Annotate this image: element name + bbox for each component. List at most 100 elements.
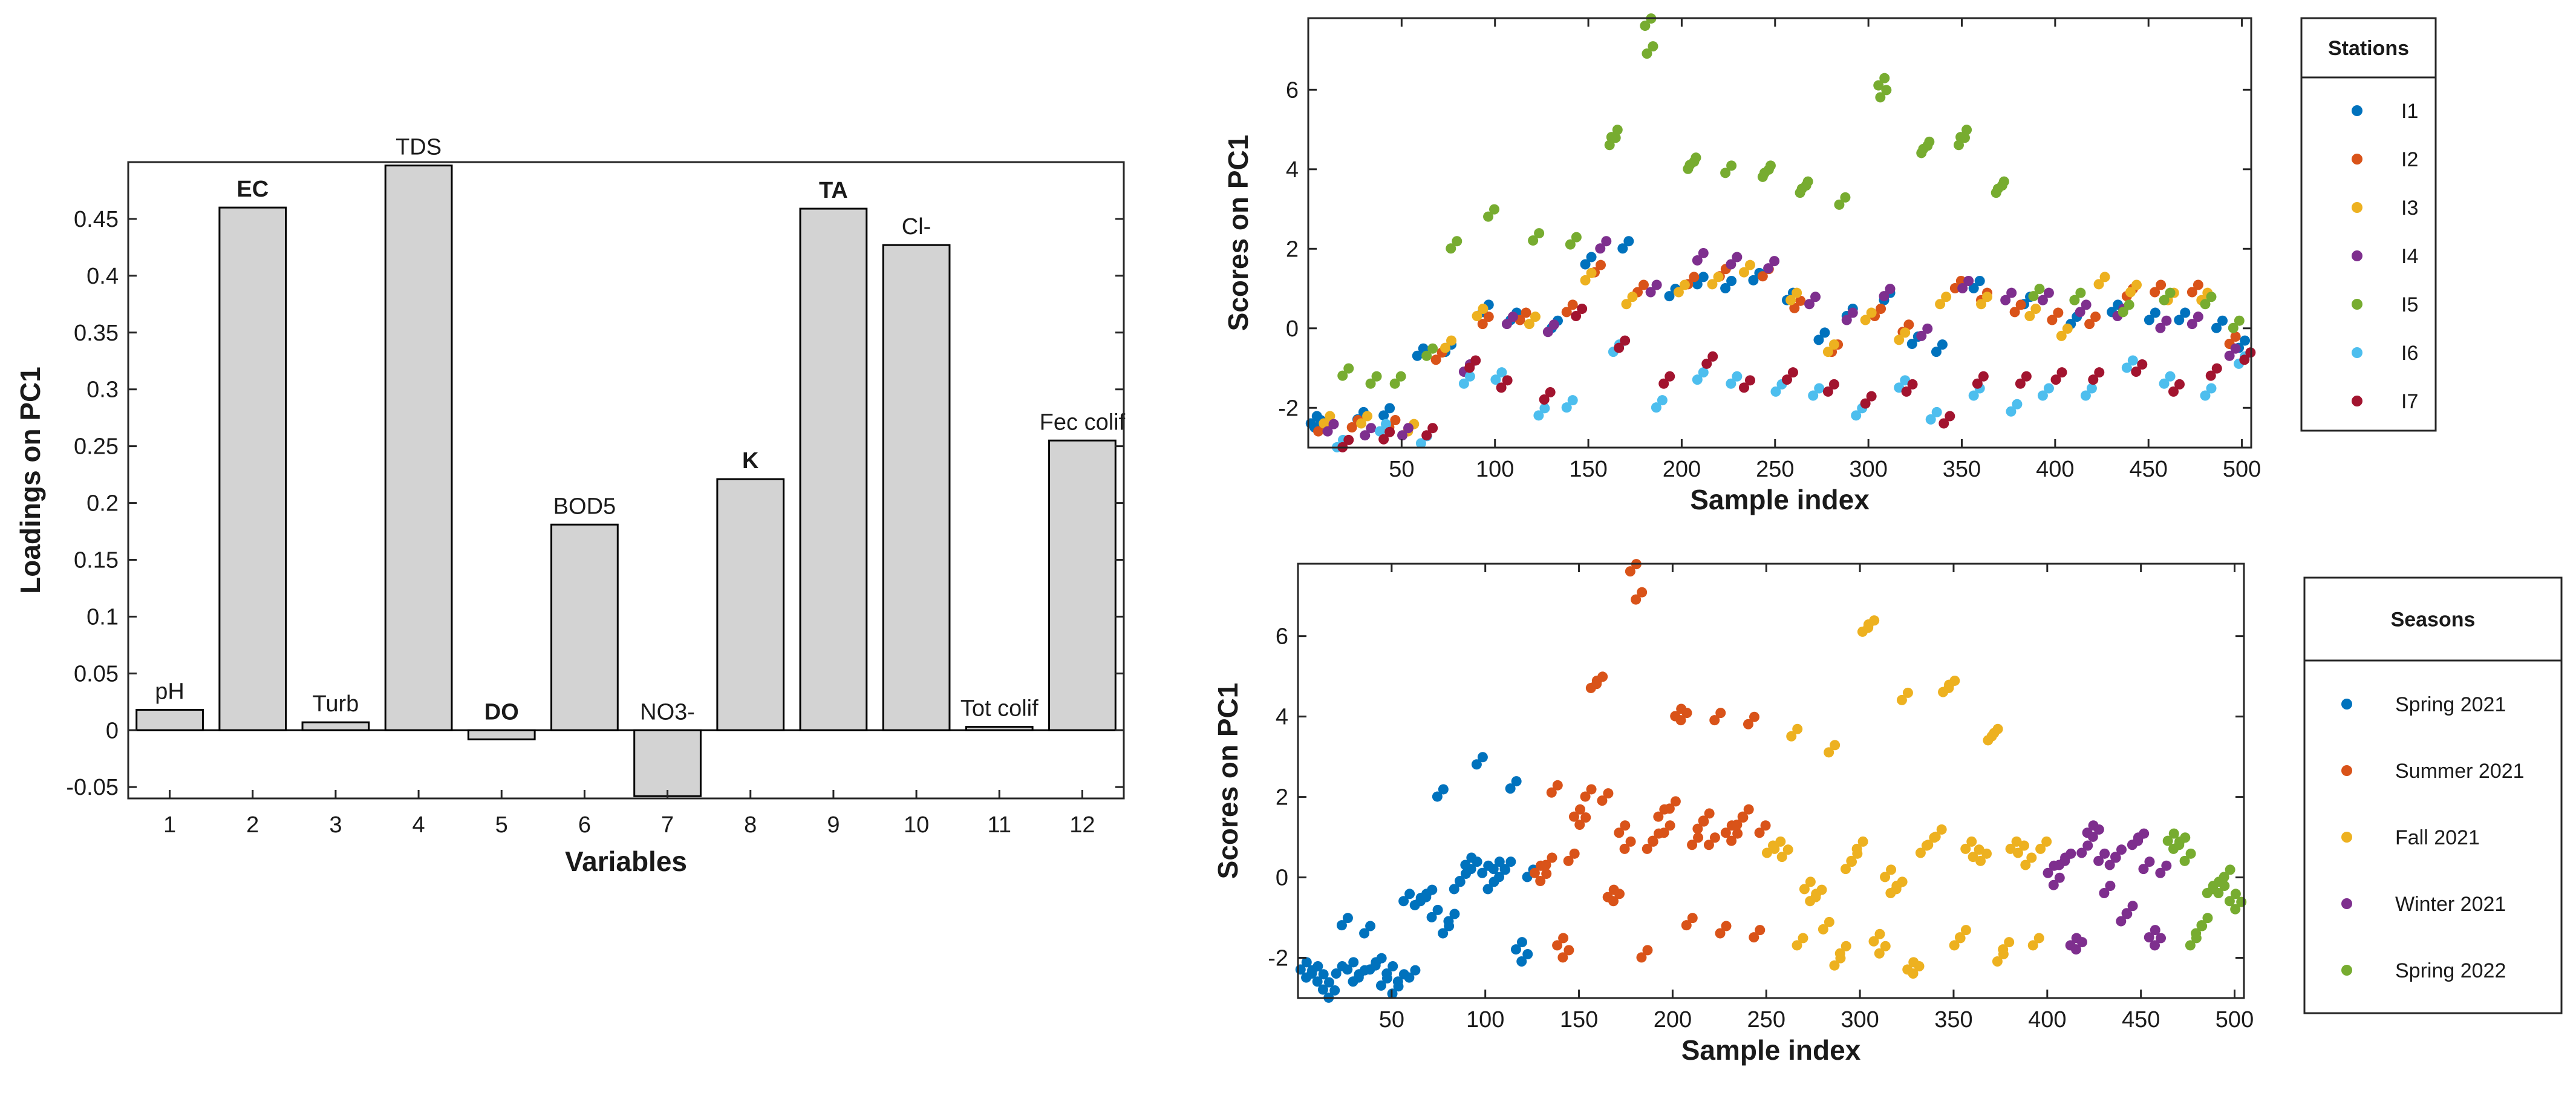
point-fall-2021 [1975,855,1986,866]
point-spring-2021 [1505,783,1516,794]
point-i7 [2168,386,2179,397]
point-winter-2021 [2150,925,2160,936]
point-spring-2021 [1331,968,1342,979]
point-i3 [1744,259,1755,270]
x-tick-label: 300 [1841,1007,1879,1033]
point-i1 [1378,410,1389,421]
point-i4 [1732,252,1743,263]
point-i5 [1998,176,2009,187]
point-summer-2021 [1726,835,1737,846]
point-i5 [2069,295,2080,305]
bar-label-Cl-: Cl- [902,214,931,240]
point-spring-2021 [1312,961,1323,971]
bar-1 [135,708,204,731]
point-summer-2021 [1642,945,1653,956]
legend-label: Summer 2021 [2395,760,2525,783]
point-i5 [1606,132,1617,143]
point-i5 [1879,73,1890,83]
point-i3 [1440,342,1451,353]
point-i4 [1963,275,1974,286]
point-i7 [2137,359,2148,370]
point-spring-2021 [1410,965,1421,976]
x-tick-label: 5 [495,812,508,838]
point-spring-2021 [1482,884,1493,895]
point-i3 [1627,292,1638,302]
point-summer-2021 [1665,820,1675,831]
point-i3 [1325,411,1335,422]
bar-10 [882,244,951,731]
point-i5 [1642,48,1652,59]
point-i5 [1452,236,1462,247]
x-tick-label: 450 [2122,1007,2160,1033]
point-i7 [1658,378,1669,389]
point-i1 [1586,252,1597,263]
point-summer-2021 [1558,933,1569,944]
point-i3 [1900,327,1911,338]
point-fall-2021 [1966,836,1977,847]
point-summer-2021 [1749,932,1759,943]
point-i7 [2174,379,2185,390]
bar-12 [1048,439,1117,731]
x-tick-label: 1 [163,812,176,838]
point-spring-2021 [1312,976,1323,987]
point-i1 [1617,243,1628,254]
point-i6 [1458,378,1469,389]
point-i7 [2056,367,2067,378]
plot-frame [1297,563,2245,999]
point-i2 [2186,287,2197,298]
point-i4 [2075,307,2085,318]
point-fall-2021 [2035,843,2046,854]
point-fall-2021 [1775,836,1786,847]
point-summer-2021 [1586,784,1597,795]
point-i7 [1470,355,1481,366]
point-spring-2022 [2191,928,2202,939]
point-spring-2021 [1376,953,1387,964]
point-i6 [1851,410,1862,421]
point-fall-2021 [1816,884,1827,895]
point-i4 [1542,327,1553,338]
point-spring-2021 [1353,972,1364,983]
point-i6 [1415,438,1426,449]
point-spring-2021 [1317,984,1328,995]
point-winter-2021 [2087,831,2098,842]
point-i7 [2205,370,2216,381]
point-fall-2021 [1949,675,1960,686]
point-spring-2021 [1421,892,1432,902]
point-i5 [1534,228,1545,239]
point-fall-2021 [1880,872,1891,883]
point-i2 [2084,319,2095,330]
point-i2 [1313,426,1324,437]
point-winter-2021 [2076,847,2087,858]
point-i2 [1795,295,1806,306]
point-i7 [1421,430,1432,441]
point-spring-2022 [2196,920,2207,931]
point-i5 [1953,140,1964,151]
point-i7 [1464,362,1475,373]
point-summer-2021 [1637,587,1648,598]
point-summer-2021 [1619,843,1630,854]
legend-marker-i5 [2352,299,2362,310]
point-spring-2022 [2219,881,2230,891]
point-i5 [2034,284,2045,295]
x-tick-label: 50 [1389,457,1414,482]
point-fall-2021 [1897,876,1908,887]
point-fall-2021 [1943,682,1954,693]
point-i7 [1665,371,1675,382]
x-tick-label: 200 [1654,1007,1692,1033]
point-fall-2021 [2026,852,2037,863]
point-i5 [2200,299,2211,310]
point-i6 [1374,426,1385,437]
legend-label: Fall 2021 [2395,826,2480,849]
x-axis-title: Sample index [1681,1034,1861,1066]
point-i6 [1808,390,1819,401]
point-i5 [2228,322,2239,333]
point-summer-2021 [1755,925,1766,936]
point-summer-2021 [1737,811,1748,822]
point-i2 [1483,312,1494,322]
point-i7 [1901,386,1912,397]
point-i7 [1614,342,1625,353]
point-fall-2021 [2041,836,2052,847]
point-i2 [1430,354,1441,365]
point-i1 [1974,275,1985,286]
y-tick-label: 0.4 [86,264,119,289]
